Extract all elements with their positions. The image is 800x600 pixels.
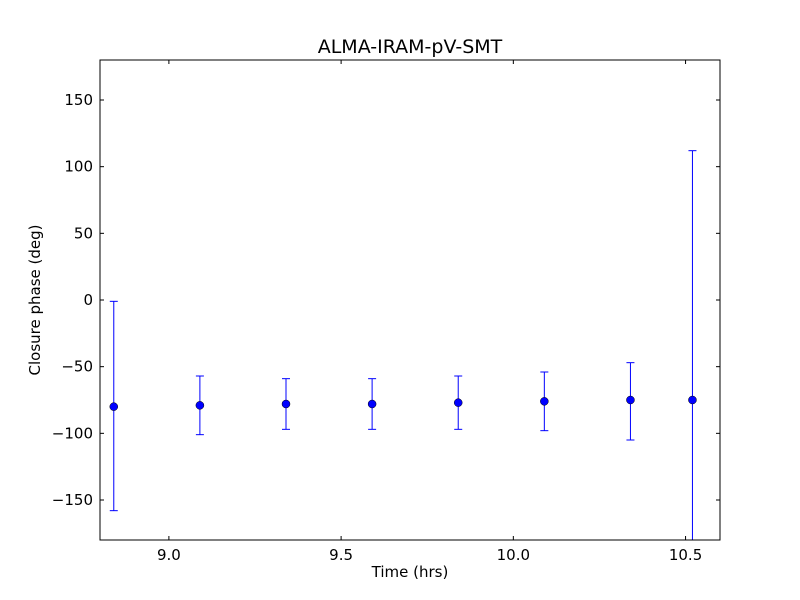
x-tick-label: 10.5 (669, 546, 702, 564)
y-tick-label: −50 (61, 358, 93, 376)
y-axis-label: Closure phase (deg) (26, 225, 44, 376)
plot-frame (99, 59, 721, 541)
y-tick-label: 100 (64, 158, 93, 176)
chart-title: ALMA-IRAM-pV-SMT (318, 36, 503, 58)
y-tick-label: 150 (64, 91, 93, 109)
y-tick-label: −100 (52, 424, 93, 442)
data-point (453, 398, 463, 407)
x-tick-label: 9.5 (329, 546, 353, 564)
data-point (367, 399, 377, 409)
data-point (626, 395, 635, 405)
data-point (281, 399, 291, 409)
x-tick-label: 10.0 (497, 546, 530, 564)
x-axis-label: Time (hrs) (371, 563, 449, 581)
data-point (540, 397, 549, 406)
data-point (109, 402, 119, 411)
data-point (195, 401, 205, 410)
plot-marks: 9.0 9.5 10.0 10.5 150 100 50 0 −50 −100 −150 (52, 60, 720, 564)
y-tick-label: 0 (83, 291, 93, 309)
x-tick-label: 9.0 (157, 546, 181, 564)
y-tick-label: 50 (74, 224, 93, 242)
data-point (688, 395, 697, 405)
y-tick-label: −150 (52, 491, 93, 509)
